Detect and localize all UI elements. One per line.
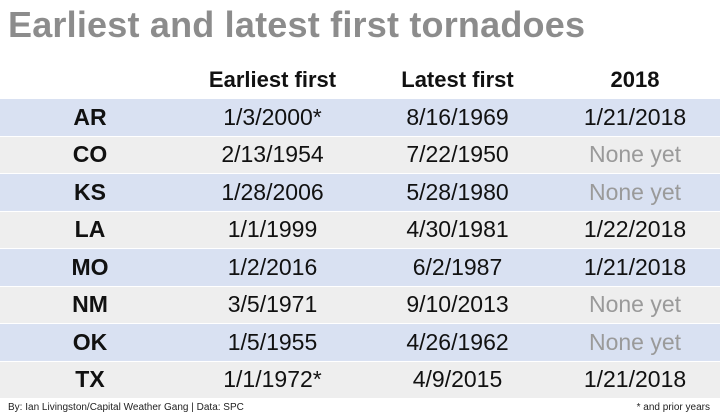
header-latest-first: Latest first <box>401 67 514 92</box>
footnote: * and prior years <box>636 402 710 413</box>
latest-cell: 5/28/1980 <box>365 173 550 211</box>
table-row: AR 1/3/2000* 8/16/1969 1/21/2018 <box>0 98 720 136</box>
year-2018-cell: None yet <box>550 285 720 324</box>
state-cell: KS <box>0 173 180 211</box>
year-2018-cell: None yet <box>550 323 720 361</box>
earliest-cell: 1/1/1972* <box>180 360 365 398</box>
state-cell: NM <box>0 285 180 324</box>
header-earliest-first: Earliest first <box>208 67 337 92</box>
year-2018-cell: 1/21/2018 <box>550 248 720 286</box>
credit-line: By: Ian Livingston/Capital Weather Gang … <box>8 402 244 413</box>
header-row: Earliest first Latest first 2018 <box>0 62 720 99</box>
table-row: OK 1/5/1955 4/26/1962 None yet <box>0 323 720 361</box>
page-title: Earliest and latest first tornadoes <box>8 4 586 45</box>
header-state <box>0 62 180 99</box>
latest-cell: 7/22/1950 <box>365 135 550 174</box>
latest-cell: 9/10/2013 <box>365 285 550 324</box>
year-2018-cell: 1/21/2018 <box>550 98 720 136</box>
year-2018-cell: None yet <box>550 135 720 174</box>
earliest-cell: 1/3/2000* <box>180 98 365 136</box>
latest-cell: 4/30/1981 <box>365 210 550 249</box>
table-header: Earliest first Latest first 2018 <box>0 62 720 99</box>
table-row: MO 1/2/2016 6/2/1987 1/21/2018 <box>0 248 720 286</box>
earliest-cell: 1/1/1999 <box>180 210 365 249</box>
tornado-table: Earliest first Latest first 2018 AR 1/3/… <box>0 62 720 398</box>
state-cell: LA <box>0 210 180 249</box>
earliest-cell: 1/5/1955 <box>180 323 365 361</box>
year-2018-cell: 1/21/2018 <box>550 360 720 398</box>
table-row: NM 3/5/1971 9/10/2013 None yet <box>0 285 720 324</box>
latest-cell: 4/9/2015 <box>365 360 550 398</box>
year-2018-cell: None yet <box>550 173 720 211</box>
state-cell: OK <box>0 323 180 361</box>
state-cell: MO <box>0 248 180 286</box>
state-cell: TX <box>0 360 180 398</box>
state-cell: AR <box>0 98 180 136</box>
latest-cell: 6/2/1987 <box>365 248 550 286</box>
latest-cell: 8/16/1969 <box>365 98 550 136</box>
table-row: CO 2/13/1954 7/22/1950 None yet <box>0 135 720 174</box>
latest-cell: 4/26/1962 <box>365 323 550 361</box>
earliest-cell: 1/2/2016 <box>180 248 365 286</box>
state-cell: CO <box>0 135 180 174</box>
table-row: KS 1/28/2006 5/28/1980 None yet <box>0 173 720 211</box>
earliest-cell: 1/28/2006 <box>180 173 365 211</box>
table-row: TX 1/1/1972* 4/9/2015 1/21/2018 <box>0 360 720 398</box>
earliest-cell: 2/13/1954 <box>180 135 365 174</box>
year-2018-cell: 1/22/2018 <box>550 210 720 249</box>
table-row: LA 1/1/1999 4/30/1981 1/22/2018 <box>0 210 720 249</box>
earliest-cell: 3/5/1971 <box>180 285 365 324</box>
table-body: AR 1/3/2000* 8/16/1969 1/21/2018 CO 2/13… <box>0 98 720 398</box>
header-2018: 2018 <box>610 67 660 92</box>
